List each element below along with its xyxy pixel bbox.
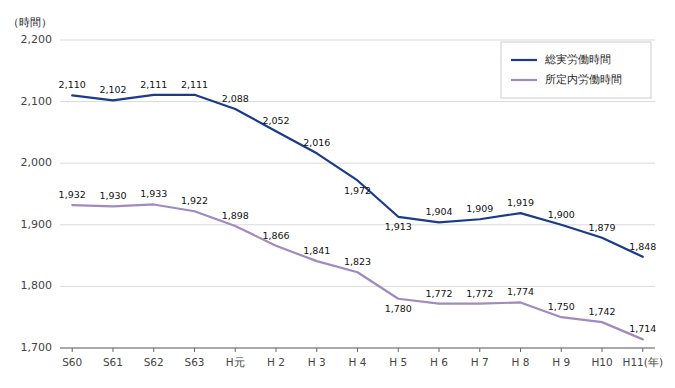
x-tick-label: H 2 bbox=[267, 356, 285, 368]
data-label: 2,111 bbox=[181, 79, 208, 90]
y-tick-label: 2,000 bbox=[21, 156, 53, 169]
y-tick-label: 1,900 bbox=[21, 218, 53, 231]
data-label: 1,848 bbox=[629, 241, 656, 252]
x-tick bbox=[520, 348, 521, 352]
data-label: 1,932 bbox=[59, 189, 86, 200]
data-label: 1,780 bbox=[385, 303, 412, 314]
chart: 1,700 1,800 1,900 2,000 2,100 2,200 （時間） S60 S61… bbox=[0, 0, 675, 388]
x-tick bbox=[602, 348, 603, 352]
grid-line bbox=[60, 40, 655, 41]
x-tick-label: H 4 bbox=[349, 356, 367, 368]
data-label: 1,913 bbox=[385, 221, 412, 232]
y-tick-label: 2,100 bbox=[21, 95, 53, 108]
x-tick-label: S61 bbox=[103, 356, 123, 368]
data-label: 2,016 bbox=[303, 137, 330, 148]
x-tick-label: H 8 bbox=[512, 356, 530, 368]
data-label: 1,900 bbox=[548, 209, 575, 220]
data-label: 1,919 bbox=[507, 197, 534, 208]
y-axis-label: （時間） bbox=[8, 16, 52, 29]
x-tick-label: H 9 bbox=[552, 356, 570, 368]
legend-frame bbox=[501, 42, 651, 98]
data-label: 1,774 bbox=[507, 286, 534, 297]
y-tick-label: 1,700 bbox=[21, 341, 53, 354]
data-label: 2,111 bbox=[140, 79, 167, 90]
data-label: 1,909 bbox=[466, 203, 493, 214]
data-label: 2,088 bbox=[222, 93, 249, 104]
x-tick bbox=[72, 348, 73, 352]
grid bbox=[60, 40, 655, 348]
legend-swatch bbox=[511, 59, 537, 61]
data-label: 2,102 bbox=[99, 84, 126, 95]
series-line bbox=[72, 204, 643, 339]
data-label: 1,750 bbox=[548, 301, 575, 312]
x-tick bbox=[235, 348, 236, 352]
data-label: 1,922 bbox=[181, 195, 208, 206]
data-label: 1,714 bbox=[629, 323, 656, 334]
x-tick bbox=[479, 348, 480, 352]
y-tick-label: 2,200 bbox=[21, 33, 53, 46]
x-tick bbox=[439, 348, 440, 352]
x-tick-label: H元 bbox=[226, 356, 245, 368]
x-tick-label: H 6 bbox=[430, 356, 448, 368]
y-tick-label: 1,800 bbox=[21, 279, 53, 292]
data-label: 1,772 bbox=[466, 288, 493, 299]
data-label: 1,972 bbox=[344, 185, 371, 196]
x-tick bbox=[194, 348, 195, 352]
data-label: 1,772 bbox=[425, 288, 452, 299]
x-tick-label: H10 bbox=[591, 356, 612, 368]
x-tick-label: H 7 bbox=[471, 356, 489, 368]
data-label: 1,866 bbox=[262, 230, 289, 241]
x-tick bbox=[316, 348, 317, 352]
legend: 総実労働時間所定内労働時間 bbox=[501, 42, 651, 98]
series-line bbox=[72, 95, 643, 257]
grid-line bbox=[60, 101, 655, 102]
x-tick-label: H 5 bbox=[389, 356, 407, 368]
x-tick bbox=[561, 348, 562, 352]
data-label: 1,904 bbox=[425, 206, 452, 217]
x-tick bbox=[642, 348, 643, 352]
x-tick-label: S62 bbox=[144, 356, 164, 368]
plot-area bbox=[72, 95, 643, 340]
x-tick-label: H11(年) bbox=[623, 356, 663, 368]
grid-line bbox=[60, 286, 655, 287]
x-tick bbox=[357, 348, 358, 352]
x-tick bbox=[153, 348, 154, 352]
legend-label: 所定内労働時間 bbox=[545, 73, 622, 86]
legend-label: 総実労働時間 bbox=[544, 53, 611, 66]
data-label: 1,898 bbox=[222, 210, 249, 221]
x-tick-label: S60 bbox=[62, 356, 82, 368]
data-label: 2,110 bbox=[59, 79, 86, 90]
data-label: 2,052 bbox=[262, 115, 289, 126]
grid-line bbox=[60, 163, 655, 164]
x-tick-label: S63 bbox=[184, 356, 204, 368]
data-labels: 2,110 2,102 2,111 2,111 2,088 2,052 2,016 1,972… bbox=[59, 79, 657, 335]
data-label: 1,930 bbox=[99, 190, 126, 201]
data-label: 1,823 bbox=[344, 256, 371, 267]
legend-swatch bbox=[511, 79, 537, 81]
x-tick bbox=[398, 348, 399, 352]
data-label: 1,879 bbox=[588, 222, 615, 233]
data-label: 1,742 bbox=[588, 306, 615, 317]
data-label: 1,933 bbox=[140, 188, 167, 199]
x-tick bbox=[112, 348, 113, 352]
x-tick bbox=[275, 348, 276, 352]
data-label: 1,841 bbox=[303, 245, 330, 256]
x-tick-label: H 3 bbox=[308, 356, 326, 368]
